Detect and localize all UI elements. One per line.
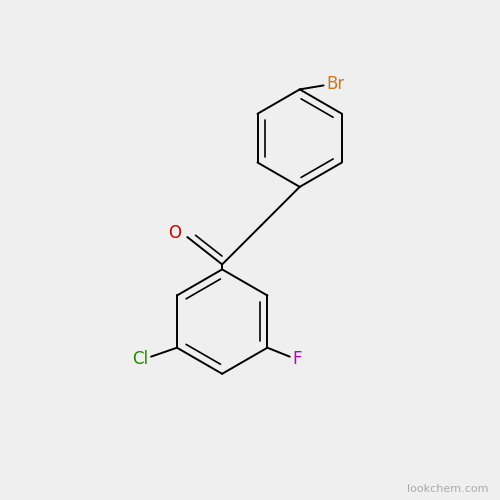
Text: F: F: [292, 350, 302, 368]
Text: O: O: [168, 224, 181, 242]
Text: Br: Br: [326, 76, 344, 94]
Text: Cl: Cl: [132, 350, 148, 368]
Text: lookchem.com: lookchem.com: [407, 484, 488, 494]
